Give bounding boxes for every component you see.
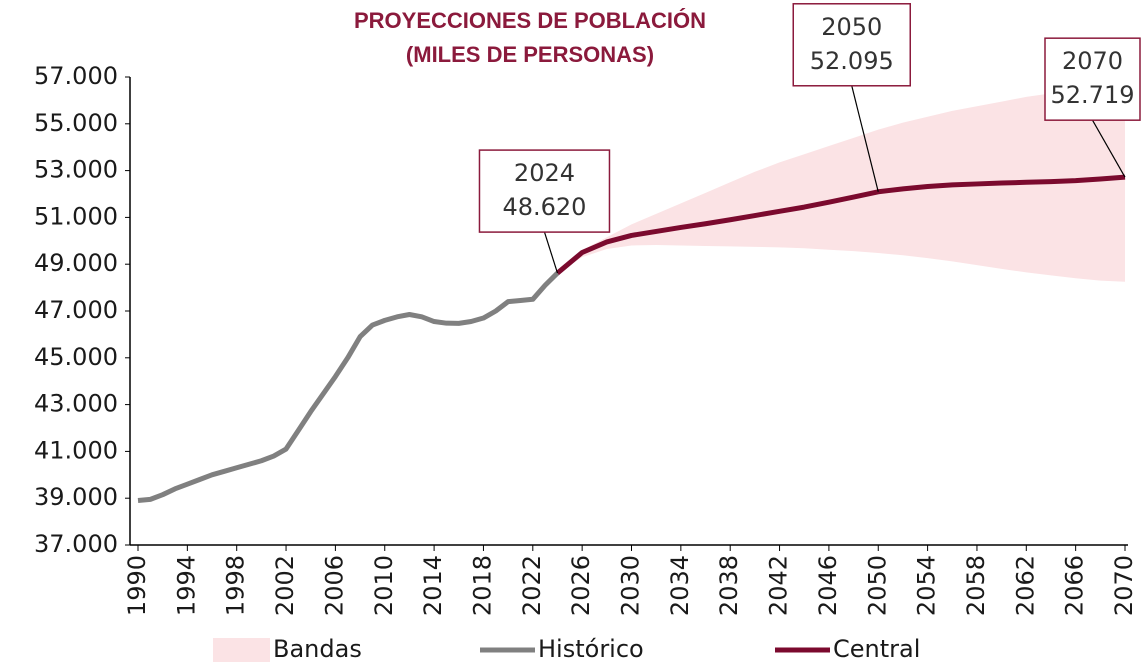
annotation-value: 52.719	[1051, 81, 1135, 109]
annotation-value: 52.095	[810, 47, 894, 75]
x-tick-label: 2010	[370, 555, 398, 616]
x-tick-label: 2058	[962, 555, 990, 616]
legend-swatch	[213, 638, 270, 662]
series-line	[137, 271, 560, 504]
annotation-leader	[543, 231, 559, 274]
x-tick-label: 2038	[715, 555, 743, 616]
y-tick-label: 45.000	[34, 343, 118, 371]
y-tick-label: 41.000	[34, 436, 118, 464]
band-area	[557, 85, 1125, 282]
y-tick-label: 37.000	[34, 530, 118, 558]
y-tick-label: 51.000	[34, 202, 118, 230]
x-tick-label: 2054	[913, 555, 941, 616]
annotation-year: 2024	[514, 159, 575, 187]
x-tick-label: 2014	[419, 555, 447, 616]
y-tick-label: 39.000	[34, 483, 118, 511]
y-tick-label: 43.000	[34, 390, 118, 418]
annotation-year: 2070	[1062, 47, 1123, 75]
x-tick-label: 2050	[863, 555, 891, 616]
annotation-box	[792, 3, 911, 87]
chart-subtitle: (MILES DE PERSONAS)	[406, 42, 654, 67]
y-tick-label: 55.000	[34, 109, 118, 137]
legend-label: Bandas	[273, 635, 362, 663]
x-tick-label: 1990	[123, 555, 151, 616]
annotation-leader	[1091, 119, 1126, 178]
x-tick-label: 1998	[222, 555, 250, 616]
x-tick-label: 2042	[765, 555, 793, 616]
annotation-leader	[851, 85, 879, 192]
x-tick-label: 2026	[567, 555, 595, 616]
annotation-value: 48.620	[502, 193, 586, 221]
y-tick-label: 57.000	[34, 62, 118, 90]
x-tick-label: 2018	[468, 555, 496, 616]
x-tick-label: 2030	[617, 555, 645, 616]
x-tick-label: 2066	[1061, 555, 1089, 616]
x-tick-label: 2070	[1110, 555, 1138, 616]
x-tick-label: 2006	[320, 555, 348, 616]
y-tick-label: 49.000	[34, 249, 118, 277]
chart-title: PROYECCIONES DE POBLACIÓN	[354, 8, 706, 33]
annotation-box	[1044, 37, 1141, 121]
x-tick-label: 2022	[518, 555, 546, 616]
legend-label: Histórico	[538, 635, 644, 663]
annotation-box	[478, 149, 611, 233]
y-tick-label: 47.000	[34, 296, 118, 324]
x-tick-label: 1994	[172, 555, 200, 616]
y-tick-label: 53.000	[34, 156, 118, 184]
annotation-year: 2050	[821, 13, 882, 41]
x-tick-label: 2062	[1011, 555, 1039, 616]
series-line	[555, 174, 1126, 276]
x-tick-label: 2034	[666, 555, 694, 616]
x-tick-label: 2046	[814, 555, 842, 616]
legend-label: Central	[833, 635, 920, 663]
x-tick-label: 2002	[271, 555, 299, 616]
